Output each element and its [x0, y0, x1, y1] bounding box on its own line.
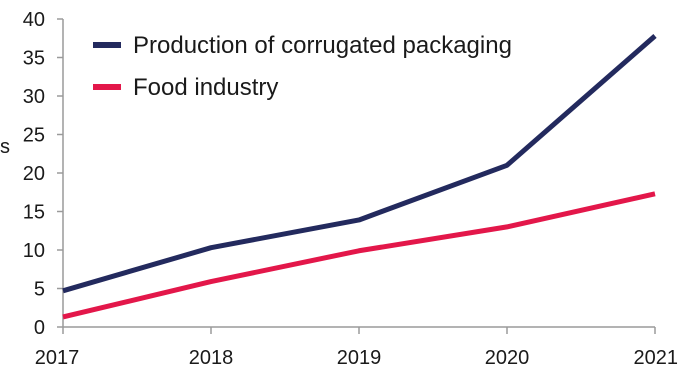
series-layer	[62, 34, 657, 320]
legend-label: Food industry	[133, 74, 278, 101]
y-tick-label: 15	[23, 202, 45, 224]
series-line-corrugated-packaging	[62, 34, 657, 294]
x-tick-label: 2017	[35, 347, 80, 369]
y-tick-label: 20	[23, 163, 45, 185]
legend: Production of corrugated packaging Food i…	[93, 32, 512, 101]
y-tick-label: 35	[23, 48, 45, 70]
legend-label: Production of corrugated packaging	[133, 32, 512, 59]
y-tick-label: 25	[23, 125, 45, 147]
series-line-food-industry	[62, 191, 656, 320]
axes: 0 5 10 15 20 25 30 35 40 2017 2018 2019 2020 2021 s	[0, 9, 678, 369]
y-axis-label: s	[0, 136, 10, 158]
x-tick-label: 2020	[485, 347, 530, 369]
x-tick-label: 2018	[189, 347, 234, 369]
x-tick-label: 2019	[337, 347, 382, 369]
y-tick-label: 0	[34, 317, 45, 339]
y-tick-label: 30	[23, 86, 45, 108]
y-tick-label: 5	[34, 279, 45, 301]
x-tick-label: 2021	[634, 347, 678, 369]
y-tick-label: 40	[23, 9, 45, 31]
y-tick-label: 10	[23, 240, 45, 262]
